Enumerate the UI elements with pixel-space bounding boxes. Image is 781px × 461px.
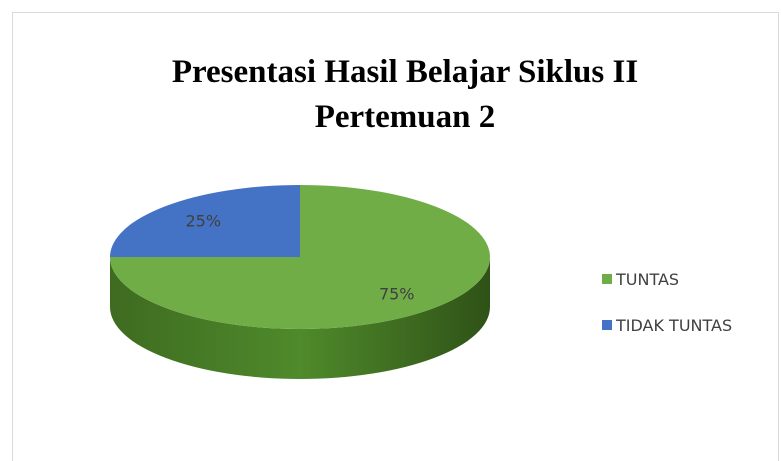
chart-title: Presentasi Hasil Belajar Siklus II [172,54,638,90]
legend-swatch [602,274,612,284]
data-label: 75% [379,285,415,304]
legend-swatch [602,320,612,330]
slice [110,185,300,257]
slice-side [110,257,490,379]
legend-label: TUNTAS [615,270,679,289]
chart-title: Pertemuan 2 [315,99,496,135]
legend-label: TIDAK TUNTAS [615,316,732,335]
data-label: 25% [185,211,221,230]
